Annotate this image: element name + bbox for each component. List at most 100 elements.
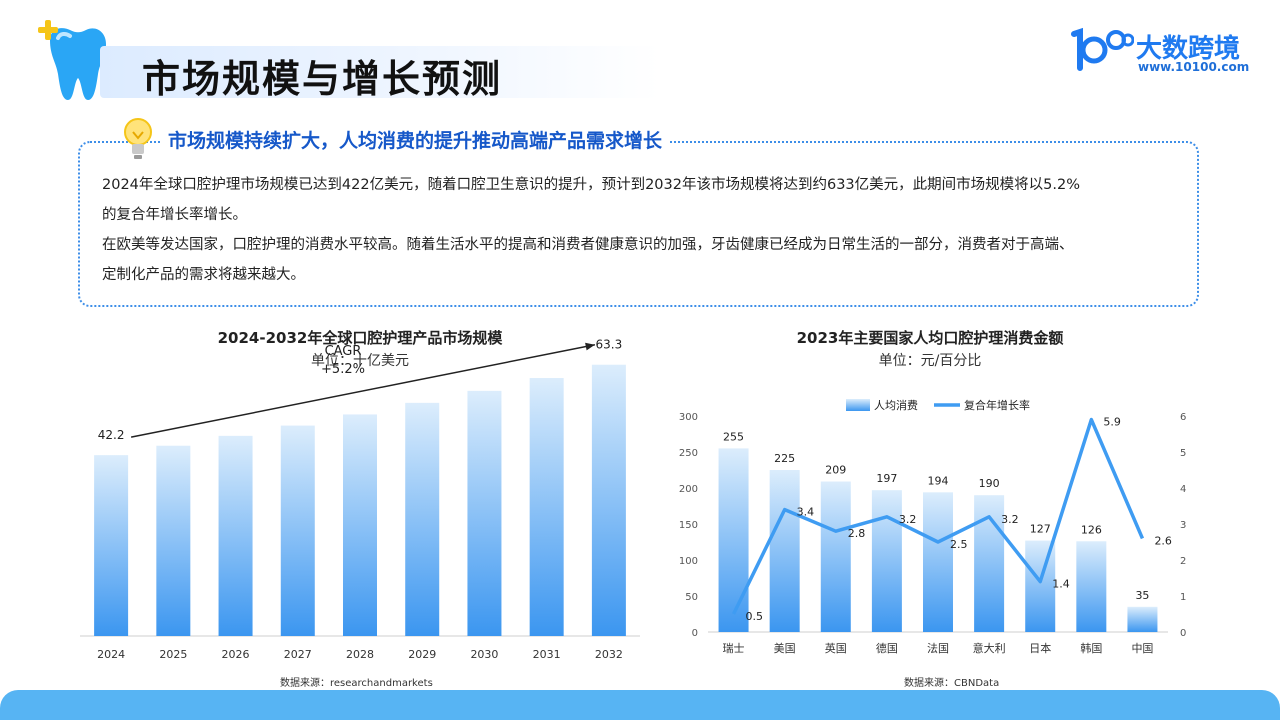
- chart2-right-tick: 5: [1180, 448, 1186, 459]
- chart1-bar-2024: [94, 455, 129, 636]
- bottom-band: [0, 690, 1280, 720]
- chart2-right-tick: 0: [1180, 628, 1186, 639]
- chart1-source: 数据来源：researchandmarkets: [280, 678, 433, 689]
- chart2-line-label-韩国: 5.9: [1103, 416, 1121, 429]
- chart2-tick-瑞士: 瑞士: [723, 641, 745, 655]
- logo-text: 大数跨境: [1136, 34, 1241, 64]
- chart2-bar-label-意大利: 190: [979, 477, 1000, 490]
- chart2-left-tick: 200: [679, 484, 698, 495]
- chart2-right-tick: 4: [1180, 484, 1186, 495]
- chart2-bar-label-中国: 35: [1135, 589, 1149, 602]
- tooth-icon: [50, 28, 106, 100]
- chart2-bar-label-德国: 197: [876, 472, 897, 485]
- chart2-bar-瑞士: [718, 448, 749, 632]
- chart2-right-tick: 6: [1180, 412, 1186, 423]
- chart2-tick-英国: 英国: [825, 641, 847, 655]
- chart2-line-label-日本: 1.4: [1052, 578, 1070, 591]
- chart2-right-tick: 1: [1180, 592, 1186, 603]
- chart2-tick-意大利: 意大利: [973, 641, 1006, 655]
- chart2-line-label-美国: 3.4: [797, 506, 815, 519]
- legend-bar-label: 人均消费: [874, 398, 918, 412]
- chart1-bar-2027: [280, 425, 315, 636]
- summary-line-3: 在欧美等发达国家，口腔护理的消费水平较高。随着生活水平的提高和消费者健康意识的加…: [102, 237, 1074, 253]
- title-band: [100, 46, 660, 98]
- chart1-bar-2025: [156, 445, 191, 636]
- chart2-bar-label-韩国: 126: [1081, 523, 1102, 536]
- page-title: 市场规模与增长预测: [142, 57, 503, 101]
- chart2-bar-label-英国: 209: [825, 464, 846, 477]
- chart2-title: 2023年主要国家人均口腔护理消费金额: [796, 329, 1064, 347]
- chart1-bar-2030: [467, 390, 502, 636]
- cagr-label: CAGR: [325, 344, 362, 359]
- chart2-bar-英国: [820, 481, 851, 632]
- summary-line-4: 定制化产品的需求将越来越大。: [102, 267, 305, 283]
- chart2-bar-德国: [871, 490, 902, 632]
- chart1-unit: 单位：十亿美元: [311, 353, 409, 369]
- chart2-bar-label-日本: 127: [1030, 523, 1051, 536]
- chart2-right-tick: 2: [1180, 556, 1186, 567]
- legend-bar-swatch: [846, 399, 870, 411]
- chart1-bar-2031: [529, 378, 564, 636]
- chart2-bar-法国: [923, 492, 953, 632]
- chart2-line-label-瑞士: 0.5: [746, 610, 764, 623]
- chart1-label-2024: 42.2: [98, 428, 125, 442]
- chart2-bar-label-美国: 225: [774, 452, 795, 465]
- chart1-tick-2026: 2026: [222, 648, 250, 661]
- chart2-left-tick: 50: [685, 592, 698, 603]
- chart2-bar-label-瑞士: 255: [723, 430, 744, 443]
- chart2-unit: 单位：元/百分比: [878, 353, 982, 369]
- chart1-tick-2028: 2028: [346, 648, 374, 661]
- cagr-arrow-line: [130, 343, 596, 438]
- chart1-tick-2032: 2032: [595, 648, 623, 661]
- chart2-line-label-德国: 3.2: [899, 513, 917, 526]
- logo-mark-icon: [1071, 27, 1134, 71]
- chart1-tick-2031: 2031: [533, 648, 561, 661]
- chart2-line-label-法国: 2.5: [950, 538, 968, 551]
- cagr-value: +5.2%: [321, 362, 365, 377]
- chart1-tick-2029: 2029: [408, 648, 436, 661]
- chart1-bar-2029: [405, 402, 440, 636]
- chart2-tick-美国: 美国: [774, 642, 796, 655]
- chart2-tick-中国: 中国: [1131, 642, 1153, 655]
- chart1-tick-2030: 2030: [470, 648, 498, 661]
- lightbulb-icon: [124, 118, 152, 159]
- chart2-growth-line: [731, 417, 1145, 615]
- chart2-bar-日本: [1025, 540, 1056, 632]
- chart2-left-tick: 150: [679, 520, 698, 531]
- chart2-line-label-意大利: 3.2: [1001, 513, 1019, 526]
- chart2-bar-韩国: [1076, 541, 1107, 632]
- chart2-bar-美国: [769, 470, 800, 632]
- chart1-label-2032: 63.3: [596, 338, 623, 352]
- chart2-left-tick: 100: [679, 556, 698, 567]
- chart1-title: 2024-2032年全球口腔护理产品市场规模: [217, 329, 503, 347]
- chart2-tick-德国: 德国: [876, 641, 898, 655]
- summary-line-2: 的复合年增长率增长。: [102, 207, 247, 223]
- summary-line-1: 2024年全球口腔护理市场规模已达到422亿美元，随着口腔卫生意识的提升，预计到…: [102, 177, 1080, 193]
- chart2-left-tick: 0: [692, 628, 698, 639]
- chart1-bar-2028: [343, 414, 377, 636]
- chart2-line-label-英国: 2.8: [848, 527, 866, 540]
- chart2-left-tick: 250: [679, 448, 698, 459]
- chart2-tick-日本: 日本: [1029, 641, 1051, 655]
- chart2-line-label-中国: 2.6: [1154, 534, 1172, 547]
- summary-heading: 市场规模持续扩大，人均消费的提升推动高端产品需求增长: [160, 126, 671, 153]
- chart1-tick-2027: 2027: [284, 648, 312, 661]
- sparkle-icon: [38, 20, 58, 40]
- chart1-bar-2026: [218, 435, 253, 636]
- logo-url[interactable]: www.10100.com: [1138, 60, 1250, 74]
- cagr-arrow-head: [585, 342, 595, 351]
- chart2-tick-韩国: 韩国: [1080, 641, 1102, 655]
- chart1-tick-2025: 2025: [159, 648, 187, 661]
- chart2-tick-法国: 法国: [927, 641, 949, 655]
- chart2-right-tick: 3: [1180, 520, 1186, 531]
- legend-line-label: 复合年增长率: [964, 398, 1030, 412]
- chart1-tick-2024: 2024: [97, 648, 125, 661]
- chart2-left-tick: 300: [679, 412, 698, 423]
- chart1-bar-2032: [591, 364, 626, 636]
- chart2-bar-label-法国: 194: [928, 474, 949, 487]
- chart2-source: 数据来源：CBNData: [904, 678, 1000, 689]
- chart2-bar-中国: [1127, 606, 1158, 632]
